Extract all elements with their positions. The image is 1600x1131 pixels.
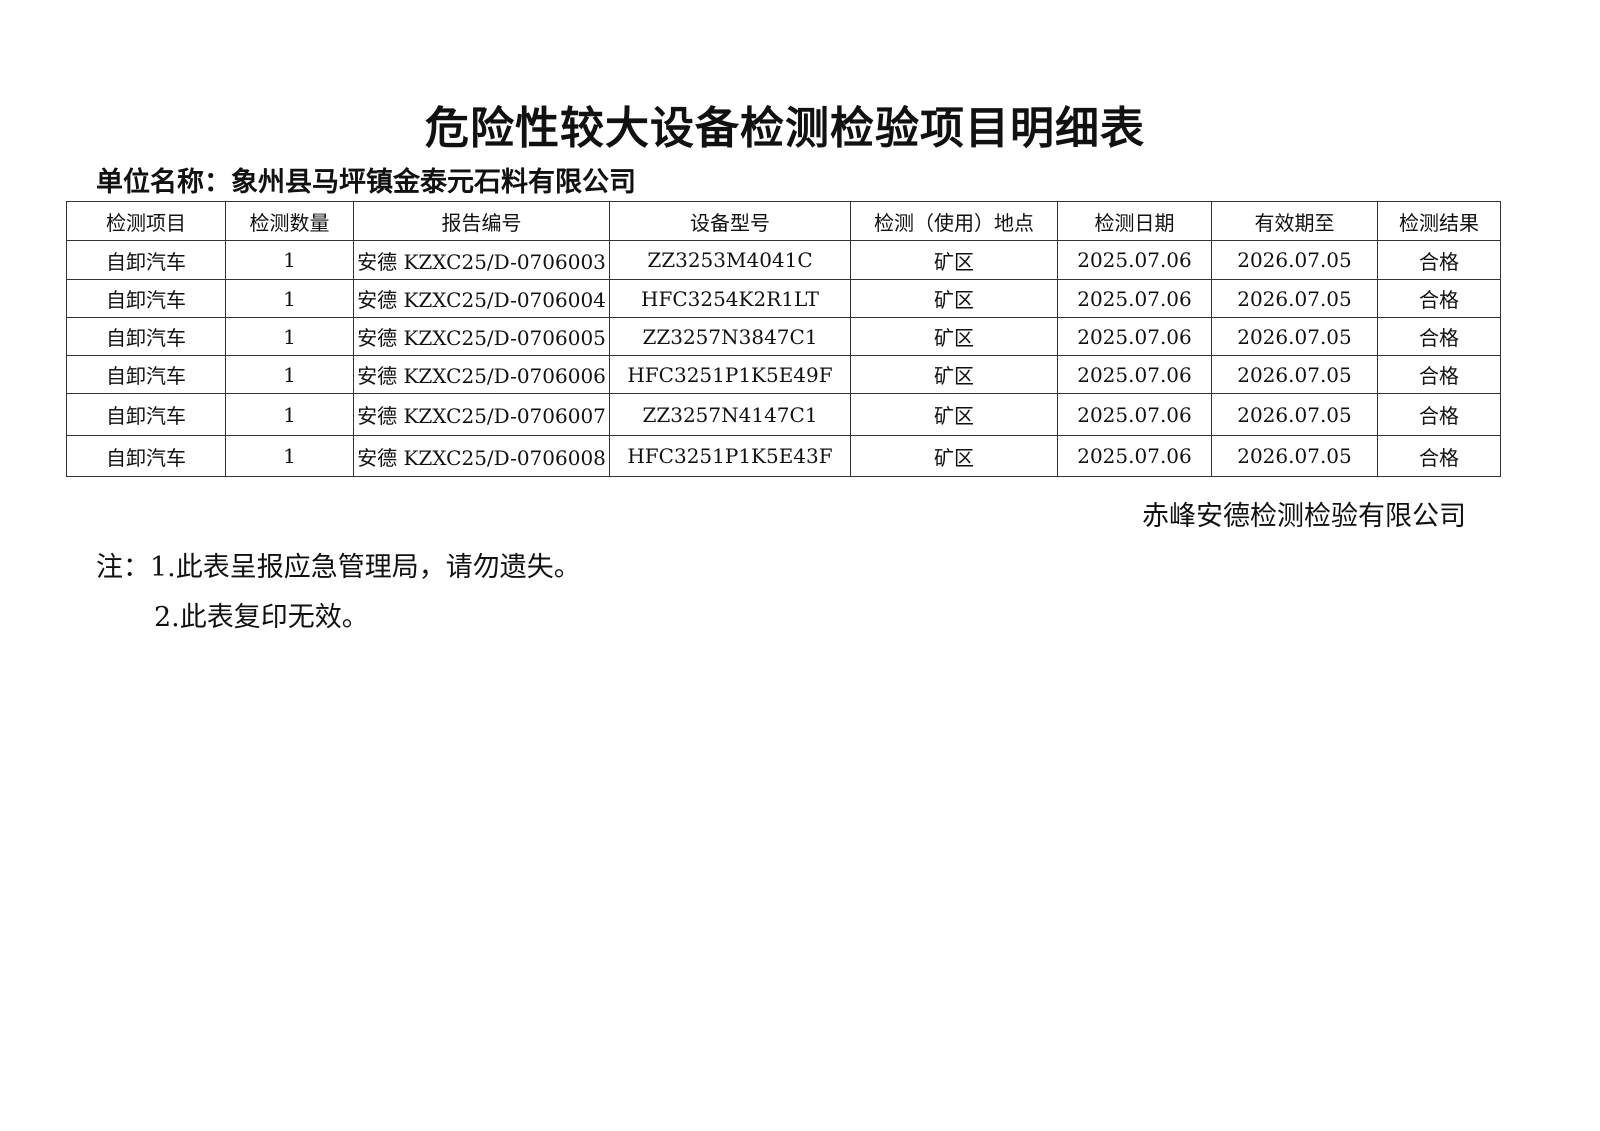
table-cell: 安德 KZXC25/D-0706008 <box>353 435 610 477</box>
table-cell: 1 <box>225 279 354 318</box>
table-cell: 1 <box>225 355 354 394</box>
table-header-row: 检测项目 检测数量 报告编号 设备型号 检测（使用）地点 检测日期 有效期至 检测结果 <box>66 201 1501 241</box>
table-cell: 自卸汽车 <box>66 240 226 280</box>
table-cell: 矿区 <box>850 317 1058 356</box>
table-cell: 矿区 <box>850 279 1058 318</box>
page-title: 危险性较大设备检测检验项目明细表 <box>425 103 1145 154</box>
table-row: 自卸汽车 1 安德 KZXC25/D-0706003 ZZ3253M4041C 矿区 20… <box>66 240 1501 280</box>
table-cell: 1 <box>225 435 354 477</box>
table-cell: 2026.07.05 <box>1211 393 1378 436</box>
column-header: 检测结果 <box>1377 201 1501 241</box>
table-cell: 2025.07.06 <box>1057 355 1212 394</box>
table-row: 自卸汽车 1 安德 KZXC25/D-0706007 ZZ3257N4147C1 矿区 2… <box>66 393 1501 436</box>
column-header: 设备型号 <box>609 201 851 241</box>
table-cell: 1 <box>225 240 354 280</box>
table-cell: 2025.07.06 <box>1057 393 1212 436</box>
table-row: 自卸汽车 1 安德 KZXC25/D-0706004 HFC3254K2R1LT 矿区 2… <box>66 279 1501 318</box>
table-cell: 合格 <box>1377 355 1501 394</box>
table-cell: 2026.07.05 <box>1211 279 1378 318</box>
table-cell: 2026.07.05 <box>1211 355 1378 394</box>
table-cell: 自卸汽车 <box>66 355 226 394</box>
table-row: 自卸汽车 1 安德 KZXC25/D-0706008 HFC3251P1K5E43F 矿… <box>66 435 1501 477</box>
table-cell: 自卸汽车 <box>66 435 226 477</box>
column-header: 检测日期 <box>1057 201 1212 241</box>
table-cell: 2025.07.06 <box>1057 435 1212 477</box>
table-cell: 安德 KZXC25/D-0706007 <box>353 393 610 436</box>
table-cell: HFC3251P1K5E49F <box>609 355 851 394</box>
table-cell: ZZ3253M4041C <box>609 240 851 280</box>
table-row: 自卸汽车 1 安德 KZXC25/D-0706005 ZZ3257N3847C1 矿区 2… <box>66 317 1501 356</box>
table-cell: 矿区 <box>850 240 1058 280</box>
table-cell: 合格 <box>1377 435 1501 477</box>
table-cell: 合格 <box>1377 279 1501 318</box>
table-cell: 自卸汽车 <box>66 393 226 436</box>
table-cell: 矿区 <box>850 435 1058 477</box>
table-cell: HFC3251P1K5E43F <box>609 435 851 477</box>
table-cell: 安德 KZXC25/D-0706005 <box>353 317 610 356</box>
table-row: 自卸汽车 1 安德 KZXC25/D-0706006 HFC3251P1K5E49F 矿… <box>66 355 1501 394</box>
table-cell: 合格 <box>1377 393 1501 436</box>
column-header: 报告编号 <box>353 201 610 241</box>
table-cell: 2026.07.05 <box>1211 435 1378 477</box>
table-cell: 自卸汽车 <box>66 317 226 356</box>
unit-name: 单位名称：象州县马坪镇金泰元石料有限公司 <box>96 167 636 198</box>
table-cell: 安德 KZXC25/D-0706003 <box>353 240 610 280</box>
table-cell: 1 <box>225 317 354 356</box>
note-1: 注：1.此表呈报应急管理局，请勿遗失。 <box>96 552 581 583</box>
table-cell: 合格 <box>1377 317 1501 356</box>
column-header: 检测数量 <box>225 201 354 241</box>
table-cell: 2026.07.05 <box>1211 240 1378 280</box>
table-cell: 1 <box>225 393 354 436</box>
table-cell: ZZ3257N4147C1 <box>609 393 851 436</box>
column-header: 有效期至 <box>1211 201 1378 241</box>
table-cell: 2025.07.06 <box>1057 240 1212 280</box>
table-cell: 安德 KZXC25/D-0706004 <box>353 279 610 318</box>
column-header: 检测（使用）地点 <box>850 201 1058 241</box>
table-cell: 自卸汽车 <box>66 279 226 318</box>
table-cell: 矿区 <box>850 355 1058 394</box>
table-cell: 2025.07.06 <box>1057 317 1212 356</box>
table-cell: 2025.07.06 <box>1057 279 1212 318</box>
table-cell: ZZ3257N3847C1 <box>609 317 851 356</box>
column-header: 检测项目 <box>66 201 226 241</box>
inspection-table: 检测项目 检测数量 报告编号 设备型号 检测（使用）地点 检测日期 有效期至 检测结果 自卸汽… <box>66 201 1501 477</box>
company-name: 赤峰安德检测检验有限公司 <box>1142 501 1466 532</box>
note-2: 2.此表复印无效。 <box>154 602 369 633</box>
table-cell: 合格 <box>1377 240 1501 280</box>
table-cell: 安德 KZXC25/D-0706006 <box>353 355 610 394</box>
table-cell: HFC3254K2R1LT <box>609 279 851 318</box>
table-cell: 2026.07.05 <box>1211 317 1378 356</box>
table-cell: 矿区 <box>850 393 1058 436</box>
